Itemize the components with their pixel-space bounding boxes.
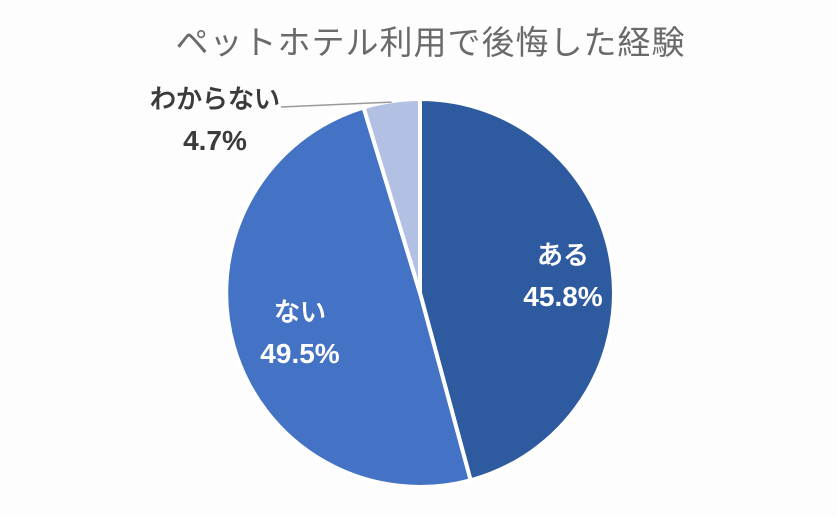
slice-label-aru: ある 45.8%	[473, 235, 653, 317]
slice-label-nai-name: ない	[273, 297, 326, 327]
leader-line	[280, 101, 392, 108]
slice-label-nai-value: 49.5%	[260, 338, 340, 369]
slice-label-nai: ない 49.5%	[210, 292, 390, 374]
chart-title: ペットホテル利用で後悔した経験	[175, 24, 686, 61]
pie-slices	[224, 97, 616, 489]
pie-chart	[224, 97, 616, 489]
slice-label-wakaranai-name: わからない	[149, 84, 280, 114]
slice-label-wakaranai-value: 4.7%	[183, 125, 247, 156]
slice-label-aru-name: ある	[536, 240, 589, 270]
slice-label-wakaranai: わからない 4.7%	[105, 79, 325, 161]
pie-slice-ない	[224, 105, 473, 489]
pie-slice-わからない	[361, 97, 422, 295]
pie-slice-ある	[418, 97, 616, 483]
slice-label-aru-value: 45.8%	[523, 281, 603, 312]
